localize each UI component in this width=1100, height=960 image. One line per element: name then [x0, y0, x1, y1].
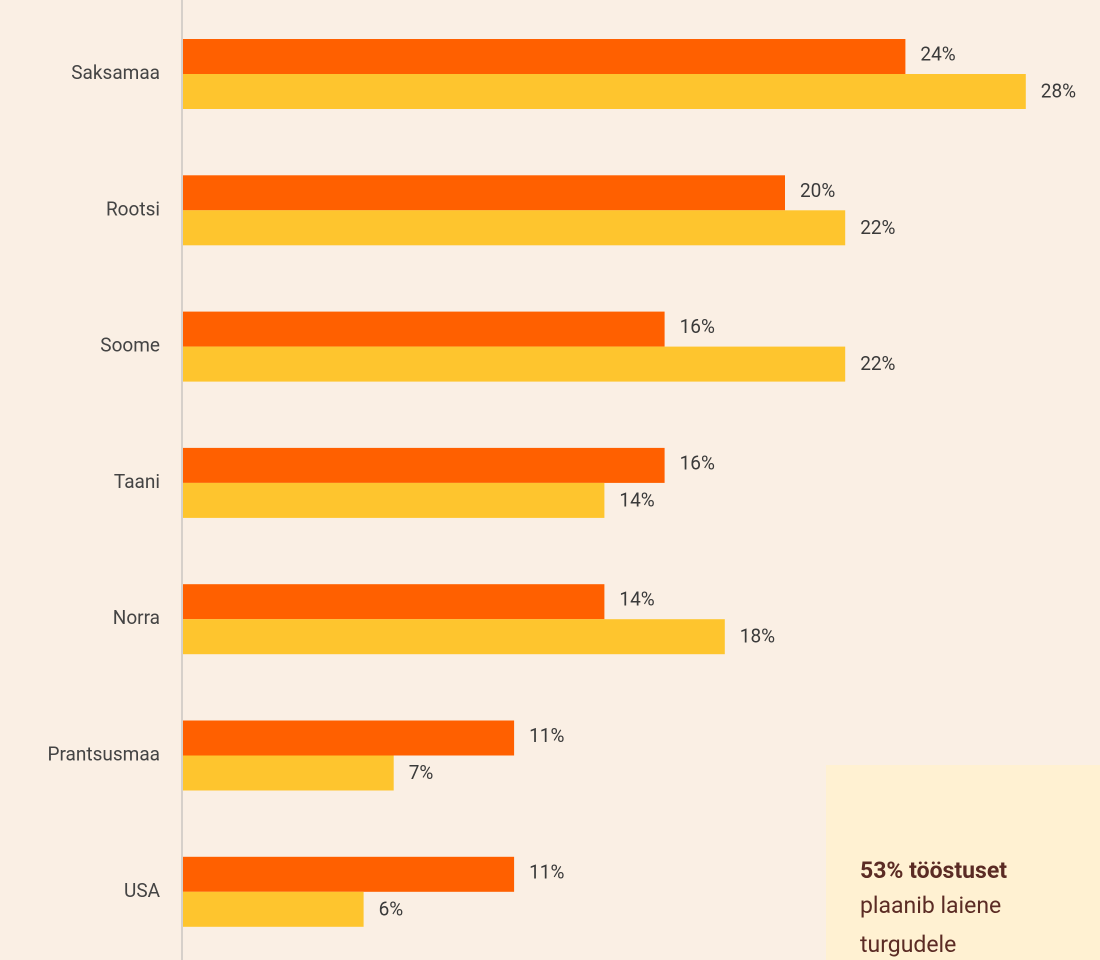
value-label: 28%	[1041, 80, 1076, 103]
y-tick-label: Rootsi	[106, 197, 160, 220]
value-label: 14%	[619, 488, 654, 511]
value-label: 22%	[860, 216, 895, 239]
bar	[183, 584, 605, 620]
value-label: 18%	[740, 625, 775, 648]
value-label: 11%	[529, 724, 564, 747]
bar	[183, 447, 665, 483]
bar	[183, 720, 515, 756]
bar	[183, 856, 515, 892]
bar	[183, 39, 906, 74]
y-tick-label: Prantsusmaa	[47, 743, 160, 766]
y-tick-label: Taani	[114, 470, 160, 493]
value-label: 20%	[800, 179, 835, 202]
value-label: 22%	[860, 352, 895, 375]
bar	[183, 311, 665, 347]
bar	[183, 755, 394, 791]
annotation: 53% tööstuset plaanib laiene turgudele	[826, 765, 1100, 960]
bar	[183, 619, 725, 655]
value-label: 6%	[379, 897, 404, 920]
annotation-line: turgudele	[860, 931, 956, 958]
bar	[183, 891, 364, 927]
y-tick-label: Saksamaa	[71, 61, 160, 84]
value-label: 16%	[680, 315, 715, 338]
bar	[183, 482, 605, 518]
value-label: 24%	[920, 43, 955, 66]
value-label: 14%	[619, 588, 654, 611]
bar	[183, 346, 846, 382]
bar	[183, 210, 846, 246]
bar	[183, 175, 785, 211]
value-label: 11%	[529, 860, 564, 883]
value-label: 16%	[680, 451, 715, 474]
bar	[183, 74, 1026, 109]
annotation-box	[826, 765, 1100, 960]
y-tick-label: Norra	[113, 606, 160, 629]
value-label: 7%	[409, 761, 434, 784]
y-tick-label: Soome	[100, 334, 160, 357]
y-tick-label: USA	[124, 879, 161, 902]
annotation-title: 53% tööstuset	[860, 857, 1007, 884]
annotation-line: plaanib laiene	[860, 892, 1001, 919]
